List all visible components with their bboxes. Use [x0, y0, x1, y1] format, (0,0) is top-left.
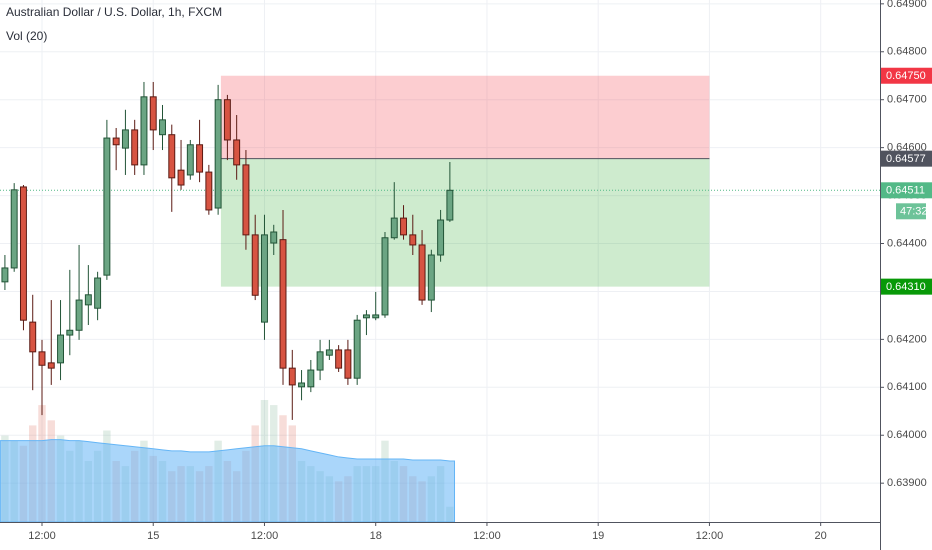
- candle-body: [390, 217, 398, 239]
- candle-body: [288, 367, 296, 386]
- candle-body: [344, 349, 352, 379]
- x-tick-label: 15: [147, 530, 159, 542]
- candle-body: [121, 129, 129, 149]
- candle-body: [242, 164, 250, 236]
- x-tick-label: 12:00: [251, 530, 279, 542]
- candle-body: [94, 277, 102, 309]
- candle-body: [10, 189, 18, 269]
- y-tick-label: 0.64600: [887, 142, 927, 154]
- candle-body: [196, 144, 204, 173]
- x-tick-label: 19: [592, 530, 604, 542]
- candle-body: [362, 314, 370, 319]
- stop-label-bg: [881, 67, 932, 84]
- x-tick-label: 12:00: [696, 530, 724, 542]
- candle-body: [353, 319, 361, 379]
- candle-body: [307, 369, 315, 388]
- candle-body: [372, 314, 380, 319]
- x-tick-label: 12:00: [28, 530, 56, 542]
- candle-body: [84, 294, 92, 306]
- countdown: 47:32: [900, 206, 928, 218]
- candle-body: [214, 99, 222, 209]
- candle-body: [223, 99, 231, 141]
- y-tick-label: 0.63900: [887, 477, 927, 489]
- candle-body: [279, 239, 287, 369]
- countdown-bg: [896, 203, 926, 220]
- last-price-label-bg: [881, 182, 932, 199]
- x-tick-label: 20: [815, 530, 827, 542]
- candle-body: [177, 169, 185, 186]
- candle-body: [233, 139, 241, 166]
- volume-label: Vol (20): [6, 29, 47, 43]
- candle-body: [205, 171, 213, 211]
- candle-body: [409, 234, 417, 246]
- candle-body: [437, 219, 445, 256]
- candle-body: [29, 321, 37, 353]
- candle-body: [270, 231, 278, 244]
- entry-label: 0.64577: [886, 153, 926, 165]
- candle-body: [335, 349, 343, 369]
- candle-body: [400, 217, 407, 236]
- candle-body: [261, 234, 268, 323]
- candle-body: [103, 137, 111, 276]
- candle-body: [149, 96, 157, 131]
- candle-body: [298, 382, 306, 388]
- candle-body: [381, 237, 389, 316]
- stop-zone: [220, 75, 710, 159]
- chart-title: Australian Dollar / U.S. Dollar, 1h, FXC…: [6, 5, 222, 19]
- y-tick-label: 0.64400: [887, 237, 927, 249]
- candle-body: [19, 186, 27, 321]
- candle-body: [251, 234, 259, 296]
- last-price-label: 0.64511: [886, 185, 925, 197]
- y-tick-label: 0.64100: [887, 381, 927, 393]
- x-tick-label: 12:00: [473, 530, 501, 542]
- y-tick-label: 0.64000: [887, 429, 927, 441]
- candle-body: [57, 334, 64, 364]
- candle-body: [1, 267, 9, 283]
- candle-body: [66, 329, 74, 336]
- volume-ma-area: [0, 439, 456, 523]
- entry-label-bg: [881, 150, 932, 167]
- candle-body: [168, 134, 176, 179]
- y-tick-label: 0.64800: [887, 46, 927, 58]
- target-label-bg: [881, 278, 932, 295]
- candle-body: [186, 144, 194, 176]
- candle-body: [159, 119, 166, 136]
- price-axis: [880, 0, 932, 550]
- candle-body: [112, 137, 120, 146]
- stop-label: 0.64750: [886, 70, 926, 82]
- y-tick-label: 0.64900: [887, 0, 927, 10]
- candle-body: [427, 254, 435, 301]
- candle-body: [446, 189, 454, 221]
- target-zone: [220, 158, 710, 287]
- candle-body: [38, 351, 46, 366]
- candle-body: [418, 244, 426, 301]
- target-label: 0.64310: [886, 281, 926, 293]
- x-tick-label: 18: [370, 530, 382, 542]
- candle-body: [316, 351, 324, 371]
- candle-body: [131, 129, 139, 166]
- candle-body: [75, 299, 83, 331]
- time-axis: [0, 522, 880, 550]
- candle-body: [140, 96, 148, 166]
- y-tick-label: 0.64700: [887, 94, 927, 106]
- candle-body: [325, 349, 333, 356]
- candle-body: [47, 362, 55, 369]
- y-tick-label: 0.64200: [887, 333, 927, 345]
